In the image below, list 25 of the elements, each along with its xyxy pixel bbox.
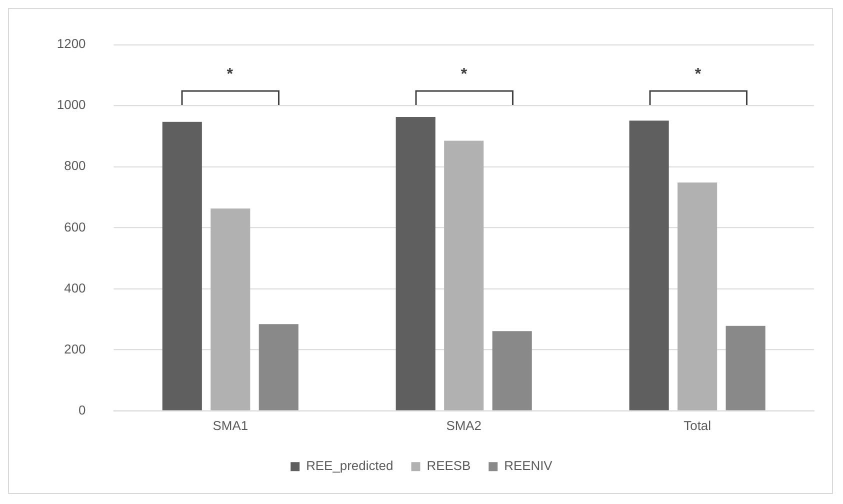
bar <box>678 182 718 410</box>
legend-label: REESB <box>426 458 471 474</box>
legend-label: REENIV <box>504 458 553 474</box>
bar <box>444 140 484 410</box>
x-tick-label: Total <box>684 418 712 434</box>
y-tick-label: 1000 <box>56 97 86 112</box>
bar <box>726 326 766 410</box>
x-tick-label: SMA1 <box>212 418 248 434</box>
y-tick-label: 0 <box>78 402 86 418</box>
y-tick-label: 800 <box>64 158 86 174</box>
y-tick-label: 400 <box>64 280 86 296</box>
annotation: * <box>460 66 468 84</box>
y-tick-label: 1200 <box>56 36 86 52</box>
legend-label: REE_predicted <box>306 458 394 474</box>
bar <box>396 116 436 410</box>
bar <box>629 120 669 410</box>
annotation: * <box>694 66 702 84</box>
bar <box>258 324 298 410</box>
bar <box>210 208 250 410</box>
x-tick-label: SMA2 <box>446 418 482 434</box>
annotation: * <box>226 66 234 84</box>
y-tick-label: 200 <box>64 341 86 356</box>
bar <box>492 331 532 410</box>
y-tick-label: 600 <box>64 219 86 234</box>
bar <box>162 122 202 410</box>
